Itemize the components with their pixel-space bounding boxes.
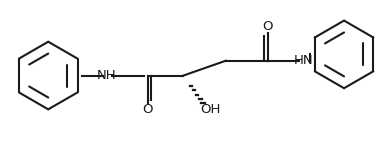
Text: OH: OH — [201, 103, 221, 116]
Text: HN: HN — [294, 54, 314, 67]
Text: O: O — [142, 103, 153, 116]
Text: O: O — [263, 20, 273, 33]
Text: NH: NH — [97, 69, 117, 82]
